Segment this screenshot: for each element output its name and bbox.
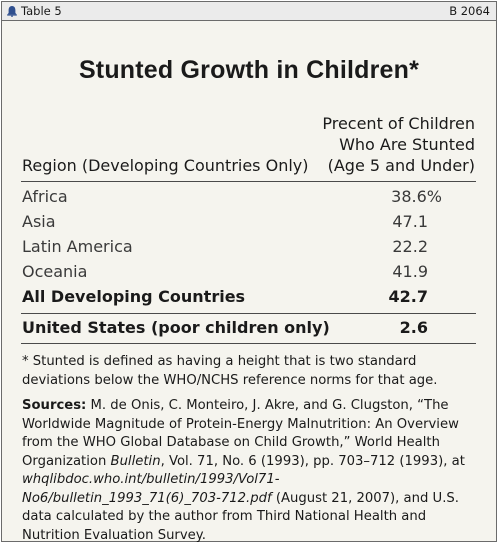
column-header-region: Region (Developing Countries Only)	[22, 156, 309, 175]
table-bottom-rule	[21, 343, 476, 344]
sources-note: Sources: M. de Onis, C. Monteiro, J. Akr…	[22, 397, 476, 545]
row-region: Oceania	[22, 262, 88, 281]
sources-text: (August 21, 2007), and U.S. data calcula…	[22, 490, 459, 543]
sources-text: M. de Onis, C. Monteiro, J. Akre, and G.…	[22, 398, 459, 469]
row-region: All Developing Countries	[22, 287, 246, 306]
row-value: 2.6	[399, 318, 428, 337]
table-row: Africa 38.6%	[22, 186, 468, 208]
table-row: Asia 47.1	[22, 211, 468, 233]
table-row: Latin America 22.2	[22, 236, 468, 258]
row-value: 42.7	[388, 287, 428, 306]
row-region: Asia	[22, 212, 56, 231]
column-header-line: (Age 5 and Under)	[327, 156, 475, 175]
header-divider	[21, 181, 476, 182]
sources-journal: Bulletin	[110, 453, 161, 469]
column-header-value: Precent of Children Who Are Stunted (Age…	[305, 113, 475, 176]
total-divider	[21, 313, 476, 314]
row-value: 47.1	[392, 212, 428, 231]
document-code: B 2064	[449, 4, 490, 18]
column-header-line: Who Are Stunted	[339, 135, 475, 154]
bell-icon	[7, 6, 17, 17]
footnote: * Stunted is defined as having a height …	[22, 354, 438, 388]
row-region: United States (poor children only)	[22, 318, 330, 337]
table-row: Oceania 41.9	[22, 261, 468, 283]
us-row: United States (poor children only) 2.6	[22, 317, 468, 339]
column-header-line: Precent of Children	[322, 114, 475, 133]
sources-text: , Vol. 71, No. 6 (1993), pp. 703–712 (19…	[160, 453, 465, 469]
sources-label: Sources:	[22, 398, 87, 413]
row-region: Latin America	[22, 237, 133, 256]
sources-url: whqlibdoc.who.int/bulletin/1993/Vol71-No…	[22, 472, 280, 506]
row-value: 41.9	[392, 262, 428, 281]
table-header-bar: Table 5 B 2064	[2, 2, 496, 21]
table-label: Table 5	[21, 4, 62, 18]
total-row: All Developing Countries 42.7	[22, 286, 468, 308]
table-title: Stunted Growth in Children*	[78, 56, 420, 84]
row-region: Africa	[22, 187, 68, 206]
row-value: 22.2	[392, 237, 428, 256]
row-value: 38.6%	[391, 187, 442, 206]
